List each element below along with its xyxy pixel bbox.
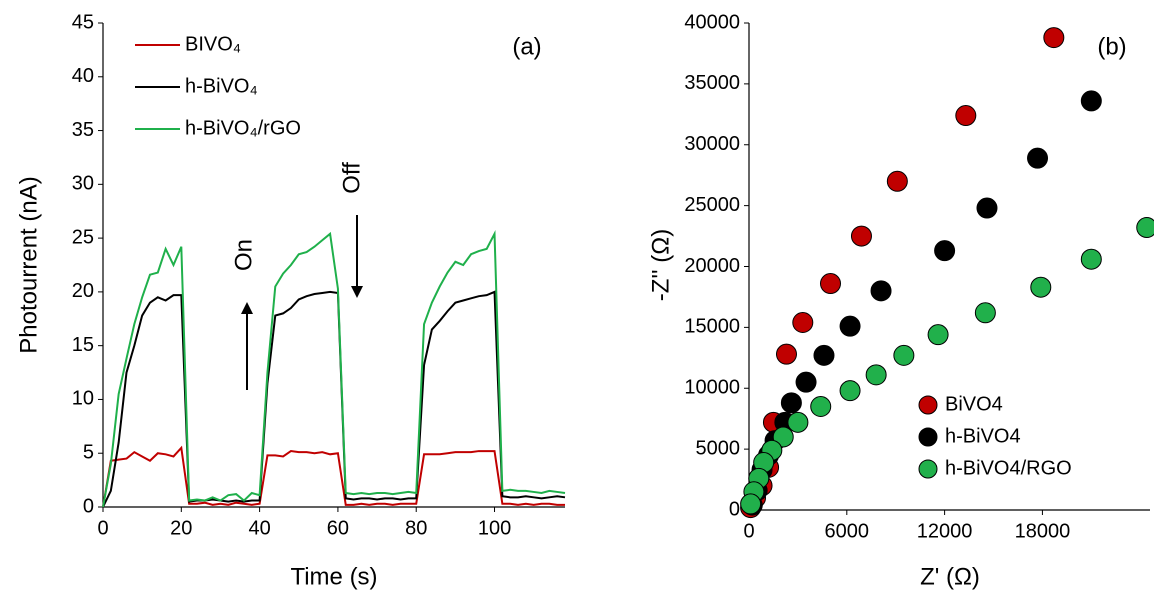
x-tick-label: 0 [97, 517, 108, 539]
annotation: Off [338, 162, 365, 194]
marker [810, 396, 832, 418]
marker [820, 273, 842, 295]
x-tick-label: 0 [743, 520, 754, 542]
legend-marker [918, 395, 938, 415]
legend-marker [918, 427, 938, 447]
legend-marker [918, 459, 938, 479]
y-tick-label: 10 [72, 388, 94, 410]
marker [974, 302, 996, 324]
series-line [102, 290, 566, 508]
marker [772, 426, 794, 448]
y-tick-label: 15 [72, 334, 94, 356]
marker [865, 364, 887, 386]
y-tick-label: 25 [72, 226, 94, 248]
y-tick-label: 40 [72, 65, 94, 87]
legend-label: h-BiVO₄/rGO [185, 117, 301, 139]
legend-label: h-BiVO4 [945, 425, 1021, 447]
y-axis-title: Photourrent (nA) [15, 176, 42, 353]
x-tick-label: 6000 [825, 520, 870, 542]
marker [850, 225, 872, 247]
on-arrow [241, 302, 253, 390]
marker [839, 315, 861, 337]
x-axis-title: Time (s) [290, 563, 377, 590]
marker [1043, 27, 1065, 49]
marker [976, 197, 998, 219]
marker [955, 105, 977, 127]
off-arrow [351, 215, 363, 298]
y-tick-label: 20000 [684, 255, 740, 277]
marker [780, 392, 802, 414]
y-tick-label: 5000 [696, 437, 741, 459]
legend-label: h-BiVO₄ [185, 75, 258, 97]
marker [1080, 248, 1102, 270]
marker [839, 380, 861, 402]
marker [927, 324, 949, 346]
marker [795, 371, 817, 393]
series-line [102, 445, 565, 508]
annotation: (a) [512, 33, 541, 60]
series-line [102, 229, 566, 508]
marker [1030, 276, 1052, 298]
marker [1080, 90, 1102, 112]
annotation: On [230, 239, 257, 271]
x-tick-label: 20 [170, 517, 192, 539]
x-tick-label: 100 [478, 517, 511, 539]
annotation: (b) [1097, 33, 1126, 60]
marker [787, 411, 809, 433]
legend-label: BiVO4 [945, 393, 1003, 415]
y-tick-label: 35000 [684, 72, 740, 94]
marker [886, 170, 908, 192]
y-tick-label: 35 [72, 119, 94, 141]
legend-label: BIVO₄ [185, 33, 241, 55]
y-tick-label: 25000 [684, 194, 740, 216]
y-tick-label: 30000 [684, 133, 740, 155]
marker [870, 280, 892, 302]
y-tick-label: 45 [72, 11, 94, 33]
y-axis-title: -Z'' (Ω) [647, 229, 674, 301]
x-tick-label: 60 [327, 517, 349, 539]
y-tick-label: 15000 [684, 316, 740, 338]
legend-label: h-BiVO4/RGO [945, 457, 1072, 479]
y-tick-label: 30 [72, 173, 94, 195]
x-tick-label: 12000 [917, 520, 973, 542]
y-tick-label: 0 [729, 498, 740, 520]
marker [1027, 147, 1049, 169]
x-tick-label: 18000 [1015, 520, 1071, 542]
marker [792, 312, 814, 334]
marker [893, 344, 915, 366]
marker [740, 493, 762, 515]
x-tick-label: 80 [405, 517, 427, 539]
marker [813, 344, 835, 366]
marker [934, 240, 956, 262]
marker [775, 343, 797, 365]
y-tick-label: 10000 [684, 377, 740, 399]
marker [1136, 217, 1154, 239]
y-tick-label: 40000 [684, 11, 740, 33]
x-axis-title: Z' (Ω) [920, 563, 980, 590]
y-tick-label: 20 [72, 280, 94, 302]
x-tick-label: 40 [248, 517, 270, 539]
y-tick-label: 0 [83, 495, 94, 517]
y-tick-label: 5 [83, 442, 94, 464]
